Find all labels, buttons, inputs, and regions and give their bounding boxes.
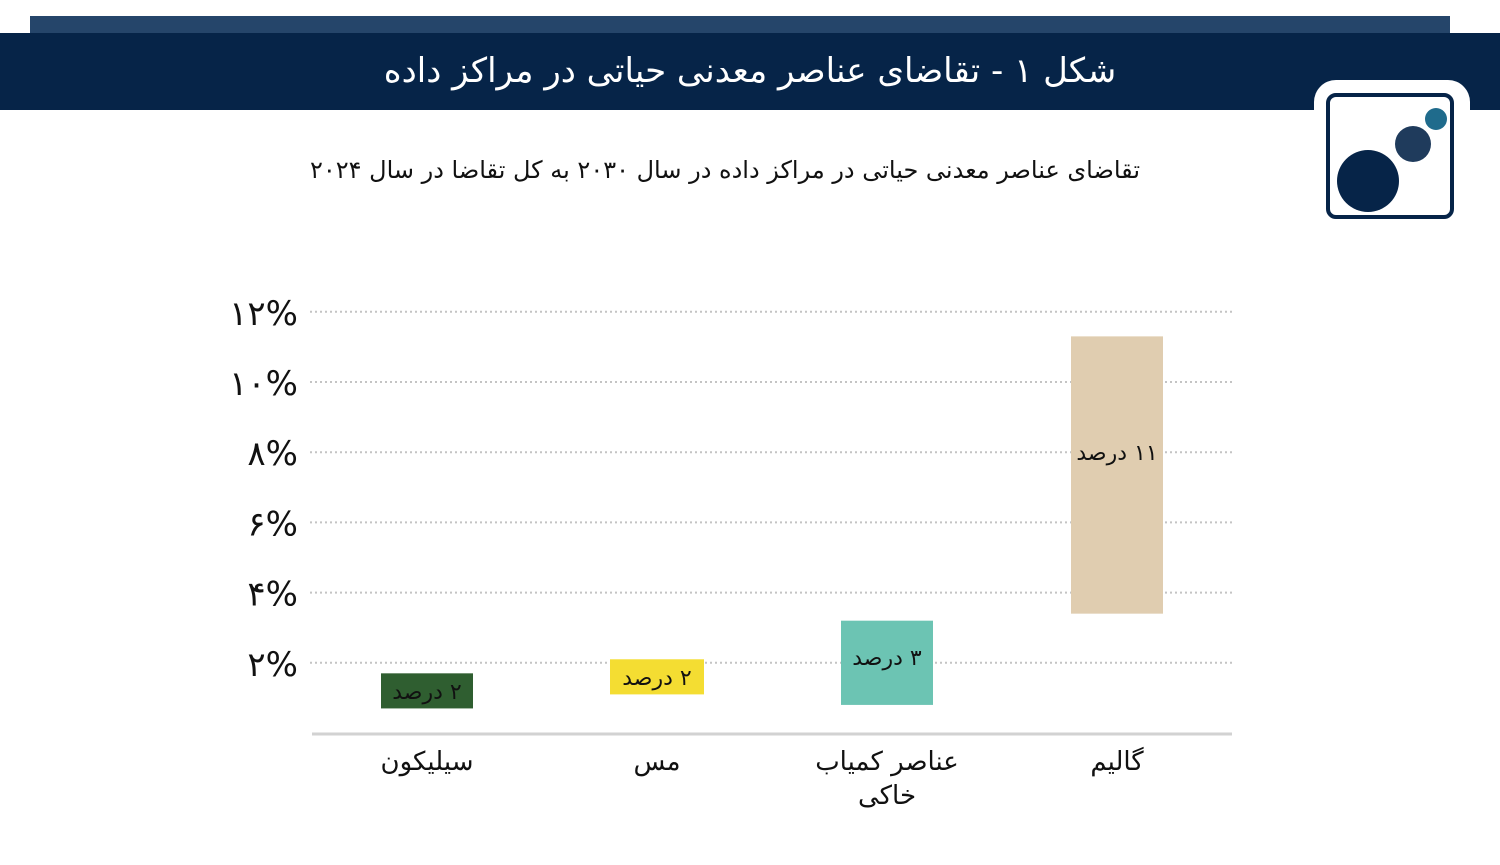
y-tick-label: ۲% [247, 645, 298, 685]
three-circles-logo-icon [1337, 108, 1447, 212]
figure-title: شکل ۱ - تقاضای عناصر معدنی حیاتی در مراک… [383, 51, 1117, 91]
bar [381, 673, 473, 709]
bar-data-label: ۲ درصد [622, 666, 691, 691]
logo-badge [1314, 80, 1470, 230]
y-tick-label: ۶% [247, 504, 298, 544]
chart-title: تقاضای عناصر معدنی حیاتی در مراکز داده د… [309, 156, 1141, 184]
y-tick-label: ۴% [247, 575, 298, 615]
bar-data-label: ۳ درصد [852, 646, 922, 671]
y-tick-label: ۱۲% [229, 294, 298, 334]
bar [1071, 336, 1163, 614]
x-category-label: خاکی [858, 781, 916, 811]
bar-data-label: ۲ درصد [392, 680, 461, 705]
header-bar [0, 33, 1500, 110]
y-tick-label: ۱۰% [229, 364, 298, 404]
bar [841, 620, 933, 705]
x-category-label: عناصر کمیاب [815, 747, 959, 777]
x-category-label: گالیم [1090, 746, 1144, 777]
top-accent-strip [30, 16, 1450, 34]
y-tick-label: ۸% [247, 434, 298, 474]
bar [610, 659, 704, 695]
logo-frame [1326, 93, 1454, 219]
bar-data-label: ۱۱ درصد [1076, 441, 1157, 466]
x-category-label: سیلیکون [381, 747, 474, 777]
x-category-label: مس [633, 747, 680, 777]
